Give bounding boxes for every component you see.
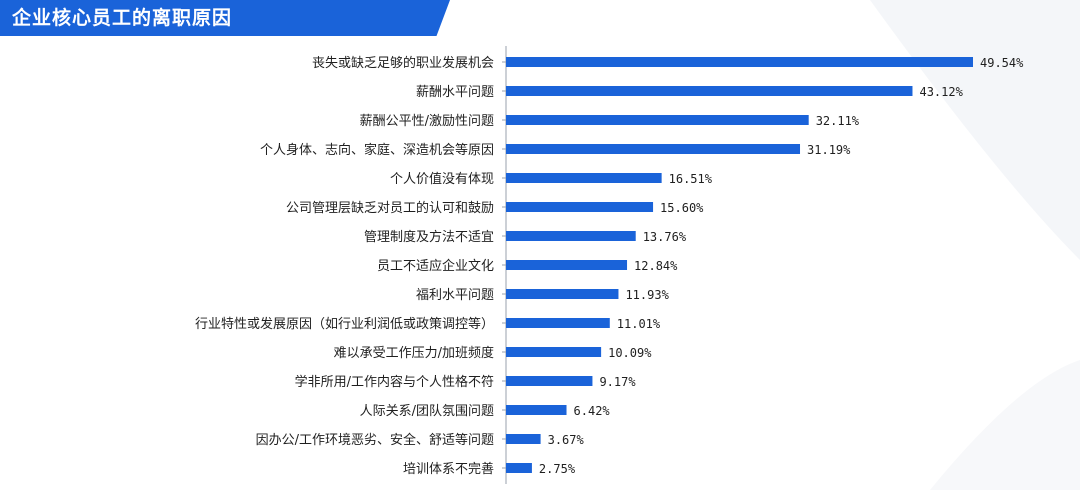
value-label: 9.17% [599,375,636,389]
bar [506,376,593,386]
bar [506,405,567,415]
bar [506,260,628,270]
value-label: 6.42% [574,404,611,418]
value-label: 10.09% [608,346,652,360]
bar [506,115,809,125]
value-label: 12.84% [634,259,678,273]
value-label: 16.51% [669,172,713,186]
value-label: 11.01% [617,317,661,331]
value-label: 3.67% [548,433,585,447]
category-label: 员工不适应企业文化 [377,258,494,274]
value-label: 43.12% [919,85,963,99]
bar [506,202,654,212]
bar [506,86,913,96]
value-label: 49.54% [980,56,1024,70]
bar [506,57,973,67]
value-label: 2.75% [539,462,576,476]
bar [506,173,662,183]
category-label: 薪酬公平性/激励性问题 [360,114,494,129]
category-label: 薪酬水平问题 [416,85,494,100]
value-label: 11.93% [625,288,669,302]
bar [506,144,801,154]
category-label: 人际关系/团队氛围问题 [360,404,494,419]
category-label: 丧失或缺乏足够的职业发展机会 [312,55,494,71]
category-label: 培训体系不完善 [403,461,494,477]
category-label: 公司管理层缺乏对员工的认可和鼓励 [286,200,494,216]
page-title: 企业核心员工的离职原因 [12,7,233,29]
category-label: 学非所用/工作内容与个人性格不符 [295,374,494,390]
category-label: 行业特性或发展原因（如行业利润低或政策调控等） [195,316,494,332]
category-label: 管理制度及方法不适宜 [364,229,494,245]
category-label: 福利水平问题 [416,288,494,303]
bar [506,318,610,328]
title-banner [0,0,450,36]
category-label: 难以承受工作压力/加班频度 [334,345,494,361]
value-label: 31.19% [807,143,851,157]
value-label: 13.76% [643,230,687,244]
bar [506,231,636,241]
category-label: 因办公/工作环境恶劣、安全、舒适等问题 [256,432,494,448]
bar [506,347,602,357]
bar [506,434,541,444]
bar [506,289,619,299]
value-label: 32.11% [816,114,860,128]
bar [506,463,532,473]
category-label: 个人价值没有体现 [390,171,494,187]
category-label: 个人身体、志向、家庭、深造机会等原因 [260,142,494,158]
value-label: 15.60% [660,201,704,215]
